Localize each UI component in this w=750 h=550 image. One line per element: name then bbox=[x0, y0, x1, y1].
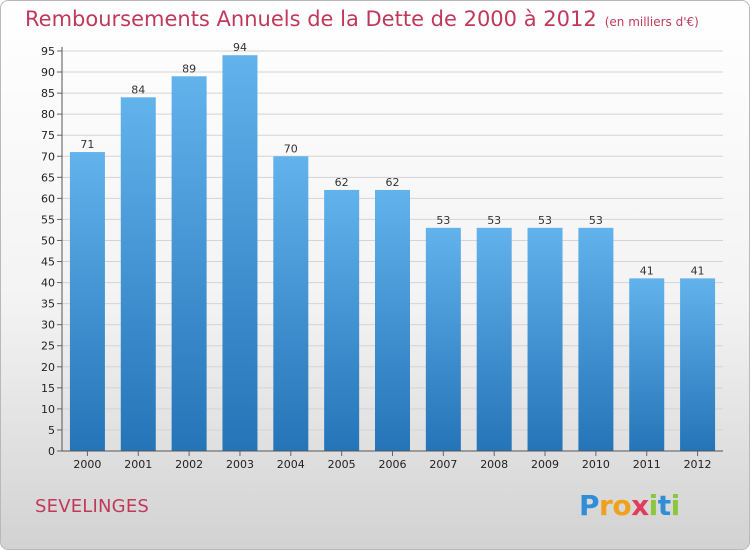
data-label: 62 bbox=[335, 176, 349, 189]
y-tick-label: 45 bbox=[41, 256, 55, 269]
logo-letter: P bbox=[579, 489, 600, 522]
y-tick-label: 55 bbox=[41, 213, 55, 226]
data-label: 41 bbox=[640, 264, 654, 277]
x-tick-label: 2000 bbox=[73, 458, 101, 471]
data-label: 53 bbox=[436, 214, 450, 227]
y-tick-label: 0 bbox=[48, 445, 55, 458]
logo-letter: r bbox=[599, 489, 613, 522]
x-tick-label: 2008 bbox=[480, 458, 508, 471]
data-label: 53 bbox=[589, 214, 603, 227]
logo-letter: x bbox=[631, 489, 649, 522]
proxiti-logo: Proxiti bbox=[579, 489, 680, 522]
data-label: 70 bbox=[284, 142, 298, 155]
y-axis-ticks: 0 5 10 15 20 25 30 35 40 45 50 55 60 65 70 75 80 85 90 95 bbox=[41, 45, 62, 458]
bar bbox=[476, 227, 512, 451]
data-label: 41 bbox=[691, 264, 705, 277]
x-tick-label: 2011 bbox=[633, 458, 661, 471]
data-label: 89 bbox=[182, 62, 196, 75]
bar bbox=[120, 97, 156, 451]
bar bbox=[629, 278, 665, 451]
logo-letter: o bbox=[612, 489, 632, 522]
logo-letter: i bbox=[670, 489, 681, 522]
y-tick-label: 15 bbox=[41, 382, 55, 395]
y-tick-label: 50 bbox=[41, 234, 55, 247]
bar bbox=[222, 55, 258, 452]
chart-subtitle: (en milliers d'€) bbox=[604, 15, 699, 29]
y-tick-label: 5 bbox=[48, 424, 55, 437]
y-tick-label: 85 bbox=[41, 87, 55, 100]
y-tick-label: 65 bbox=[41, 171, 55, 184]
y-tick-label: 25 bbox=[41, 340, 55, 353]
y-tick-label: 30 bbox=[41, 319, 55, 332]
data-labels: 71 84 89 94 70 62 62 53 53 53 53 41 41 bbox=[80, 41, 704, 277]
bar bbox=[425, 227, 461, 451]
bar bbox=[324, 189, 360, 451]
x-tick-label: 2010 bbox=[582, 458, 610, 471]
axes bbox=[61, 47, 723, 452]
data-label: 94 bbox=[233, 41, 247, 54]
commune-name: SEVELINGES bbox=[35, 496, 150, 517]
y-tick-label: 40 bbox=[41, 277, 55, 290]
bar bbox=[273, 156, 309, 451]
x-axis-ticks: 2000 2001 2002 2003 2004 2005 2006 2007 2008 2009… bbox=[73, 451, 712, 471]
data-label: 53 bbox=[538, 214, 552, 227]
y-tick-label: 90 bbox=[41, 66, 55, 79]
logo-letter: t bbox=[657, 489, 671, 522]
logo-letter: i bbox=[648, 489, 659, 522]
x-tick-label: 2012 bbox=[684, 458, 712, 471]
bar bbox=[171, 76, 207, 452]
x-tick-label: 2003 bbox=[226, 458, 254, 471]
data-label: 53 bbox=[487, 214, 501, 227]
x-tick-label: 2004 bbox=[277, 458, 305, 471]
x-tick-label: 2006 bbox=[379, 458, 407, 471]
y-tick-label: 10 bbox=[41, 403, 55, 416]
bar bbox=[527, 227, 563, 451]
bar bbox=[680, 278, 716, 451]
y-tick-label: 60 bbox=[41, 192, 55, 205]
data-label: 84 bbox=[131, 83, 145, 96]
bar bbox=[578, 227, 614, 451]
x-tick-label: 2005 bbox=[328, 458, 356, 471]
bar bbox=[375, 189, 410, 451]
bar bbox=[69, 152, 105, 452]
bars bbox=[69, 55, 716, 452]
y-tick-label: 95 bbox=[41, 45, 55, 58]
y-tick-label: 75 bbox=[41, 129, 55, 142]
data-label: 62 bbox=[386, 176, 400, 189]
y-tick-label: 70 bbox=[41, 150, 55, 163]
chart-title: Remboursements Annuels de la Dette de 20… bbox=[25, 7, 699, 31]
x-tick-label: 2001 bbox=[124, 458, 152, 471]
y-tick-label: 80 bbox=[41, 108, 55, 121]
x-tick-label: 2009 bbox=[531, 458, 559, 471]
y-tick-label: 35 bbox=[41, 298, 55, 311]
title-text: Remboursements Annuels de la Dette de 20… bbox=[25, 7, 597, 31]
x-tick-label: 2002 bbox=[175, 458, 203, 471]
data-label: 71 bbox=[80, 138, 94, 151]
x-tick-label: 2007 bbox=[429, 458, 457, 471]
y-tick-label: 20 bbox=[41, 361, 55, 374]
